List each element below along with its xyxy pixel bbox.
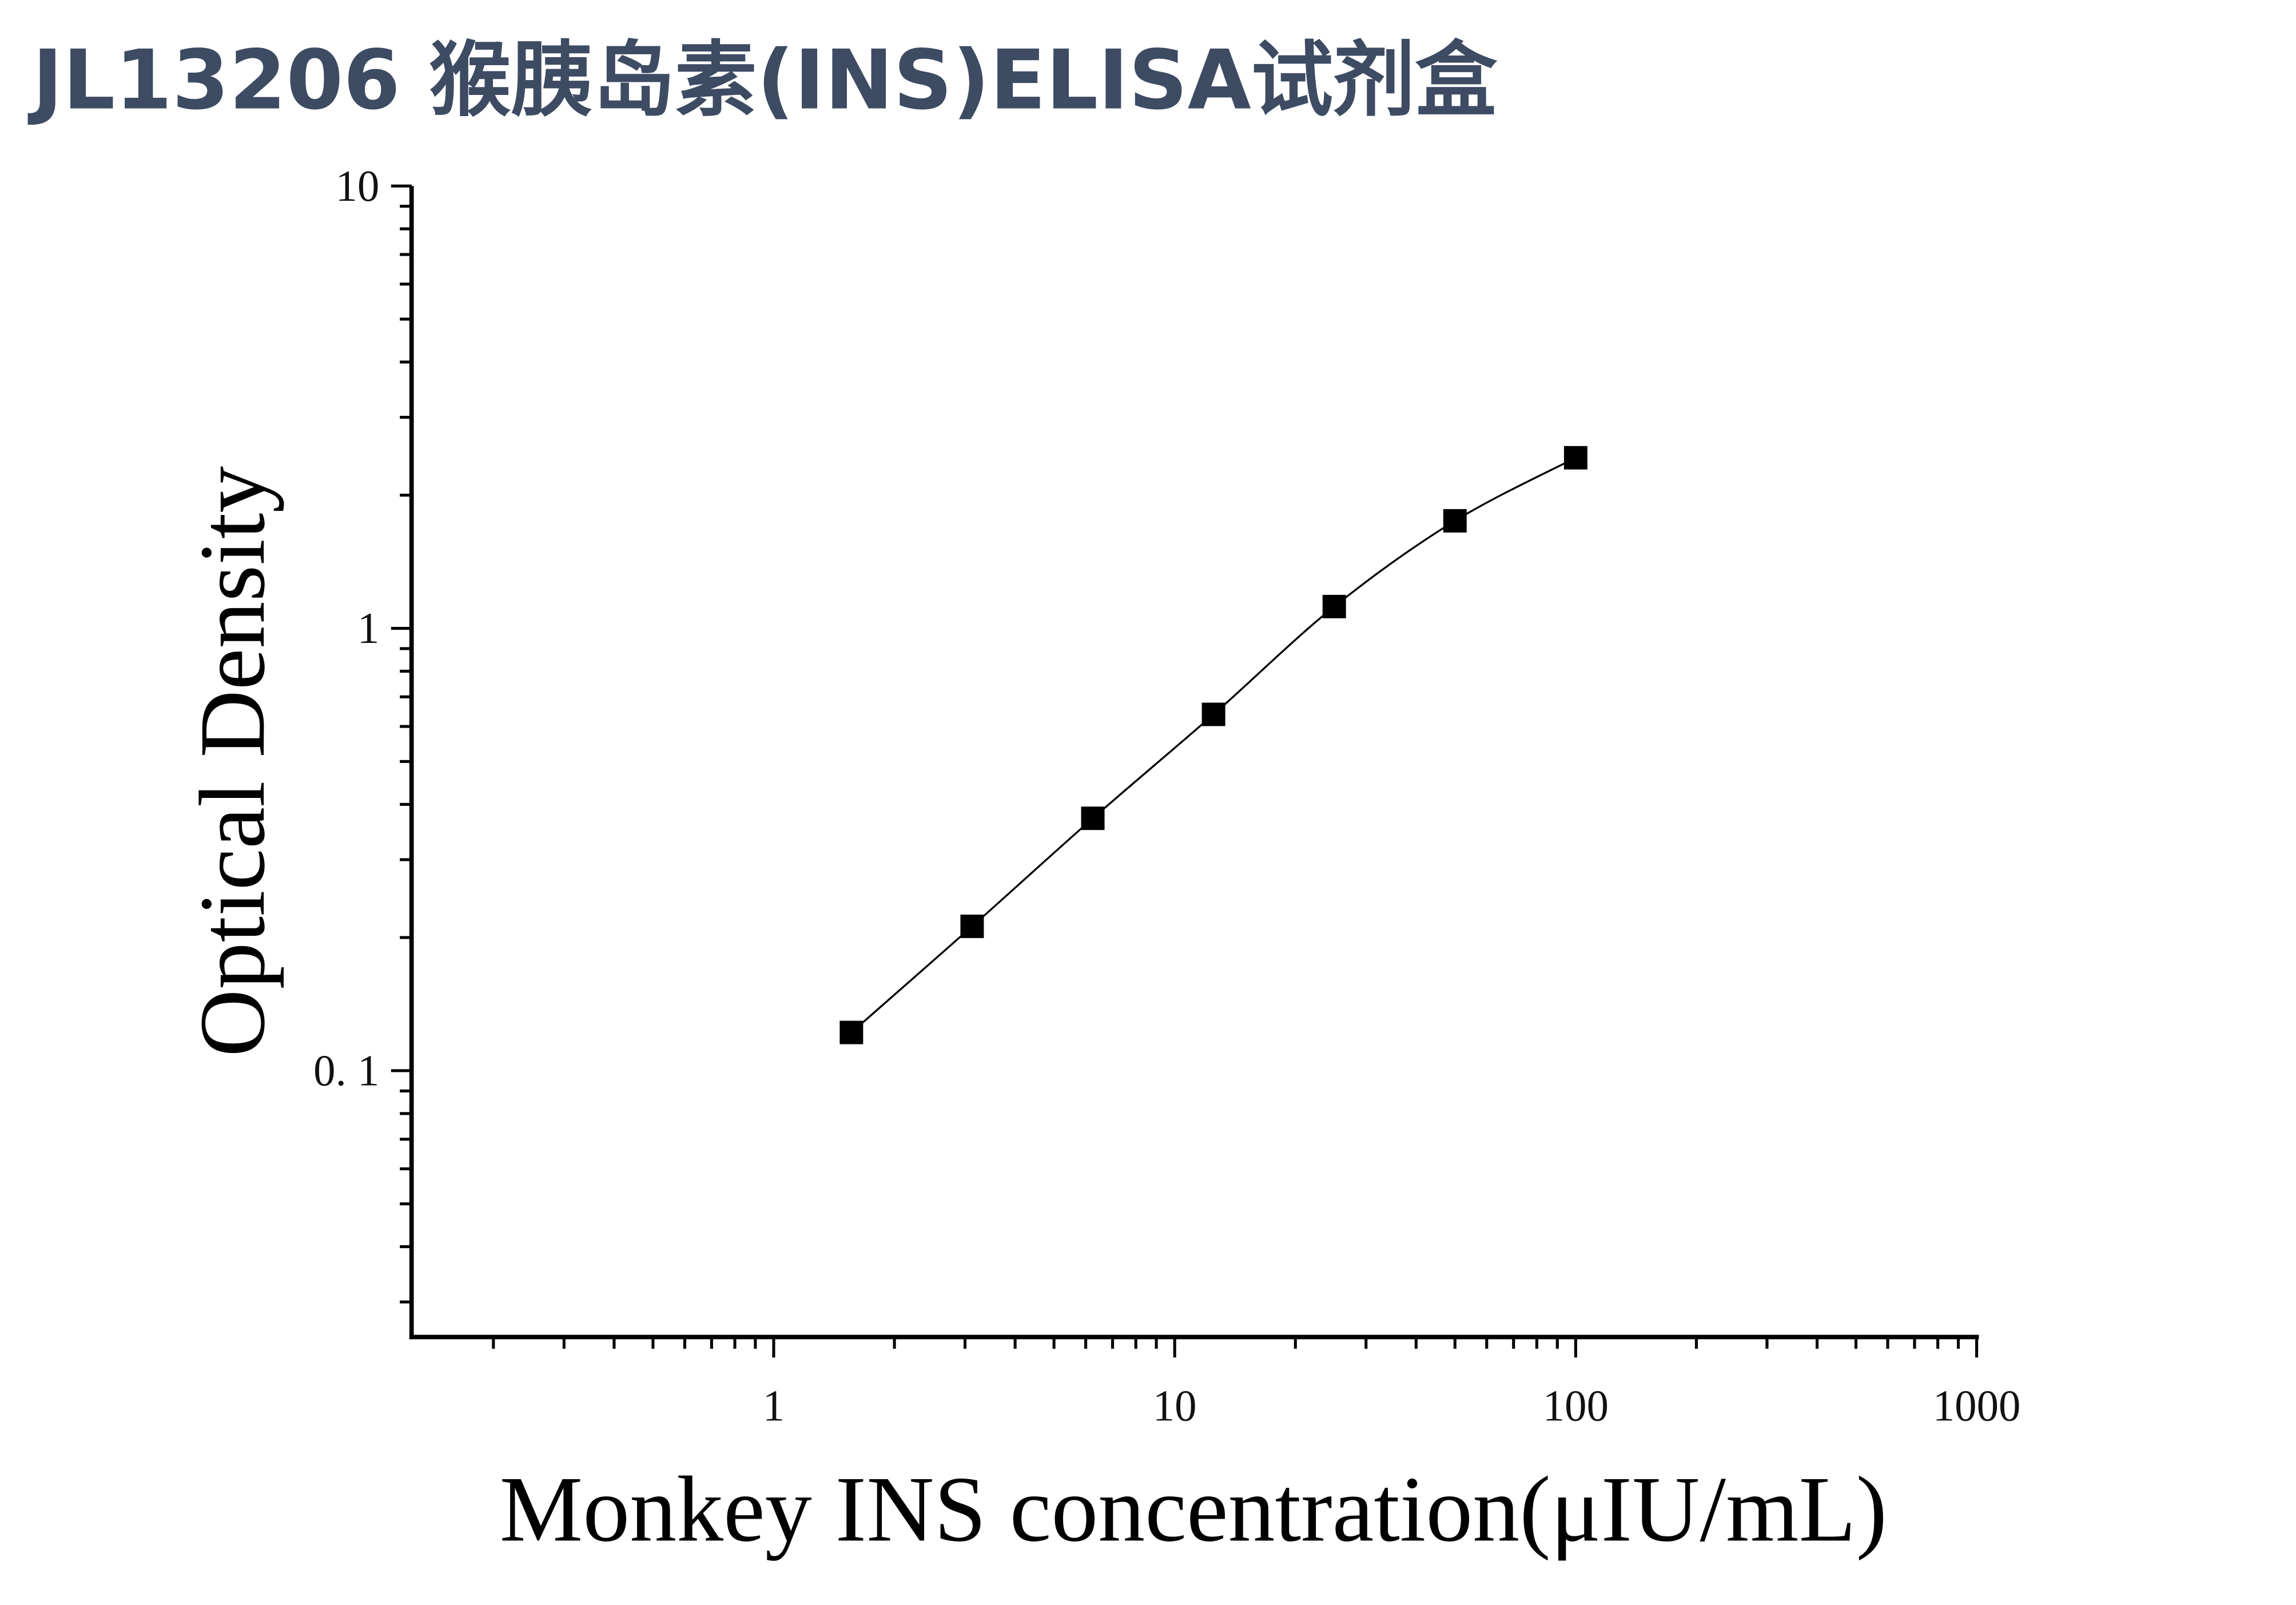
data-point xyxy=(960,915,984,938)
data-point xyxy=(1443,509,1467,533)
x-tick-label: 1 xyxy=(763,1381,785,1430)
data-point xyxy=(839,1020,864,1044)
y-tick-label: 10 xyxy=(336,162,380,210)
data-point xyxy=(1201,702,1225,726)
data-point xyxy=(1563,446,1587,470)
x-tick-label: 10 xyxy=(1153,1381,1197,1430)
chart-title: JL13206 猴胰岛素(INS)ELISA试剂盒 xyxy=(27,32,1498,128)
x-axis-label: Monkey INS concentration(μIU/mL) xyxy=(500,1457,1888,1561)
x-tick-label: 1000 xyxy=(1933,1381,2021,1430)
data-point xyxy=(1081,807,1105,831)
data-point xyxy=(1322,594,1346,618)
x-tick-label: 100 xyxy=(1543,1381,1609,1430)
y-tick-label: 0. 1 xyxy=(313,1046,379,1095)
y-axis-label: Optical Density xyxy=(181,466,284,1057)
y-tick-label: 1 xyxy=(357,604,379,653)
fit-curve xyxy=(850,456,1577,1034)
